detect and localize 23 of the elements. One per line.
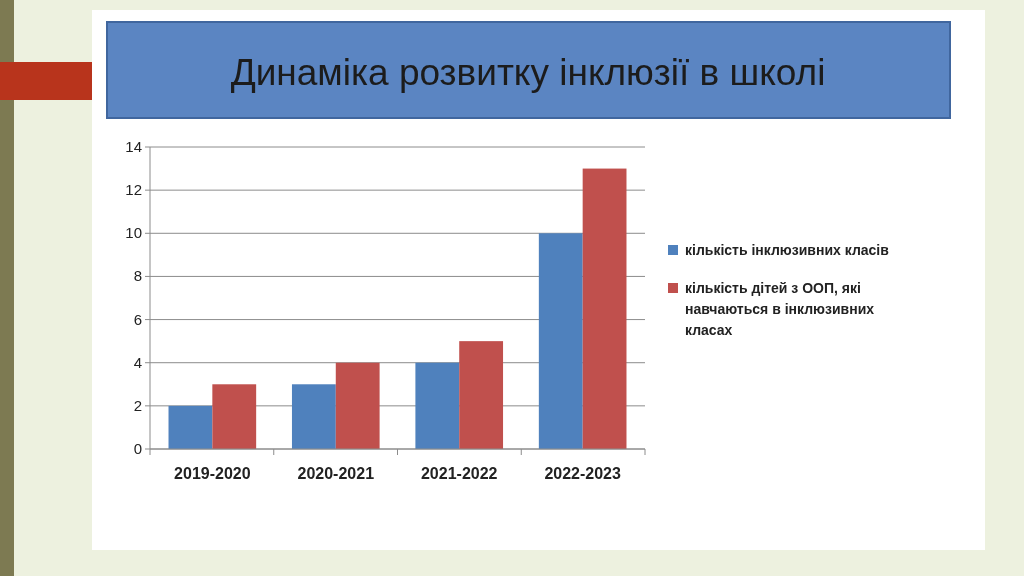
bar (335, 362, 380, 449)
x-tick-label: 2022-2023 (544, 465, 622, 482)
bar (415, 362, 460, 449)
x-tick-label: 2019-2020 (174, 465, 251, 482)
bar (212, 384, 257, 449)
y-tick-label: 14 (125, 138, 142, 155)
y-tick-label: 0 (133, 440, 142, 457)
x-tick-label: 2020-2021 (297, 465, 375, 482)
bar (291, 384, 336, 449)
bar (582, 168, 627, 449)
chart-title: Динаміка розвитку інклюзії в школі (230, 52, 826, 93)
bar (538, 233, 583, 449)
bar (459, 341, 504, 449)
legend-label: кількість дітей з ООП, які навчаються в інклюзивних класах (685, 280, 875, 338)
y-tick-label: 4 (133, 353, 142, 371)
y-tick-label: 10 (125, 224, 142, 242)
y-tick-label: 12 (125, 181, 142, 199)
y-tick-label: 2 (133, 396, 142, 414)
y-tick-label: 8 (133, 267, 142, 285)
x-tick-label: 2021-2022 (420, 465, 498, 482)
y-tick-label: 6 (133, 310, 142, 328)
legend-label: кількість інклюзивних класів (685, 242, 890, 258)
bar (168, 405, 213, 449)
